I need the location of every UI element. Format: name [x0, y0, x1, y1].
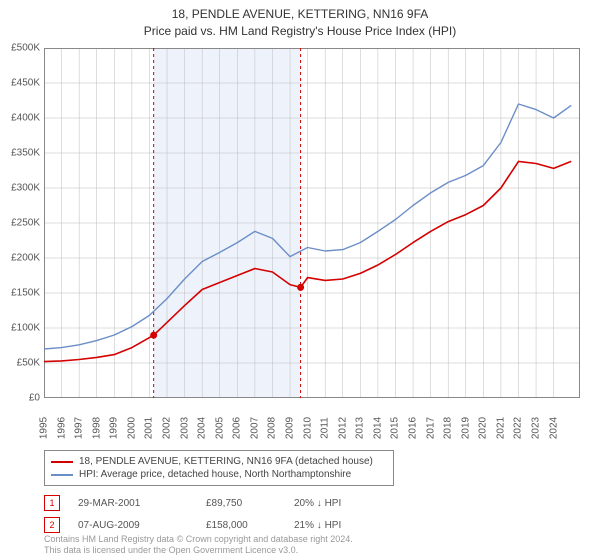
x-tick-label: 1995 — [39, 417, 50, 439]
x-tick-label: 2003 — [179, 417, 190, 439]
transaction-marker: 1 — [44, 495, 60, 511]
transaction-date: 29-MAR-2001 — [78, 498, 188, 509]
x-tick-label: 2009 — [285, 417, 296, 439]
transaction-pct: 20% ↓ HPI — [294, 498, 384, 509]
x-tick-label: 2021 — [495, 417, 506, 439]
x-tick-label: 1997 — [74, 417, 85, 439]
x-tick-label: 2001 — [144, 417, 155, 439]
y-tick-label: £300K — [0, 183, 40, 194]
x-tick-label: 2022 — [513, 417, 524, 439]
x-tick-label: 2006 — [232, 417, 243, 439]
x-tick-label: 2000 — [126, 417, 137, 439]
x-tick-label: 2005 — [214, 417, 225, 439]
transaction-marker: 2 — [44, 517, 60, 533]
transaction-price: £89,750 — [206, 498, 276, 509]
legend: 18, PENDLE AVENUE, KETTERING, NN16 9FA (… — [44, 450, 394, 486]
y-tick-label: £0 — [0, 393, 40, 404]
footer-attribution: Contains HM Land Registry data © Crown c… — [44, 534, 353, 557]
transaction-price: £158,000 — [206, 520, 276, 531]
y-tick-label: £200K — [0, 253, 40, 264]
x-tick-label: 2017 — [425, 417, 436, 439]
transaction-table: 1 29-MAR-2001 £89,750 20% ↓ HPI 2 07-AUG… — [44, 492, 564, 536]
y-tick-label: £500K — [0, 43, 40, 54]
legend-swatch — [51, 474, 73, 476]
x-tick-label: 2004 — [197, 417, 208, 439]
chart-title: 18, PENDLE AVENUE, KETTERING, NN16 9FA P… — [0, 0, 600, 40]
transaction-date: 07-AUG-2009 — [78, 520, 188, 531]
x-tick-label: 2011 — [320, 417, 331, 439]
footer-line2: This data is licensed under the Open Gov… — [44, 545, 353, 556]
x-tick-label: 2002 — [162, 417, 173, 439]
x-tick-label: 2008 — [267, 417, 278, 439]
legend-row: 18, PENDLE AVENUE, KETTERING, NN16 9FA (… — [51, 455, 387, 468]
y-tick-label: £250K — [0, 218, 40, 229]
y-tick-label: £150K — [0, 288, 40, 299]
x-tick-label: 2015 — [390, 417, 401, 439]
transaction-pct: 21% ↓ HPI — [294, 520, 384, 531]
x-tick-label: 2010 — [302, 417, 313, 439]
y-tick-label: £100K — [0, 323, 40, 334]
transaction-row: 2 07-AUG-2009 £158,000 21% ↓ HPI — [44, 514, 564, 536]
chart-area: 12 — [44, 48, 580, 398]
footer-line1: Contains HM Land Registry data © Crown c… — [44, 534, 353, 545]
title-line2: Price paid vs. HM Land Registry's House … — [0, 23, 600, 40]
title-line1: 18, PENDLE AVENUE, KETTERING, NN16 9FA — [0, 6, 600, 23]
transaction-row: 1 29-MAR-2001 £89,750 20% ↓ HPI — [44, 492, 564, 514]
x-tick-label: 2016 — [408, 417, 419, 439]
x-tick-label: 2012 — [337, 417, 348, 439]
y-tick-label: £400K — [0, 113, 40, 124]
x-tick-label: 1999 — [109, 417, 120, 439]
x-tick-label: 2019 — [460, 417, 471, 439]
x-tick-label: 2020 — [478, 417, 489, 439]
x-tick-label: 1996 — [56, 417, 67, 439]
legend-swatch — [51, 461, 73, 463]
x-tick-label: 2018 — [443, 417, 454, 439]
x-tick-label: 2023 — [531, 417, 542, 439]
y-tick-label: £450K — [0, 78, 40, 89]
y-tick-label: £350K — [0, 148, 40, 159]
legend-label: HPI: Average price, detached house, Nort… — [79, 469, 351, 480]
legend-label: 18, PENDLE AVENUE, KETTERING, NN16 9FA (… — [79, 456, 373, 467]
x-tick-label: 2013 — [355, 417, 366, 439]
x-tick-label: 2024 — [548, 417, 559, 439]
y-tick-label: £50K — [0, 358, 40, 369]
x-tick-label: 2014 — [372, 417, 383, 439]
legend-row: HPI: Average price, detached house, Nort… — [51, 468, 387, 481]
price-chart-svg: 12 — [44, 48, 580, 398]
x-tick-label: 2007 — [249, 417, 260, 439]
x-tick-label: 1998 — [91, 417, 102, 439]
